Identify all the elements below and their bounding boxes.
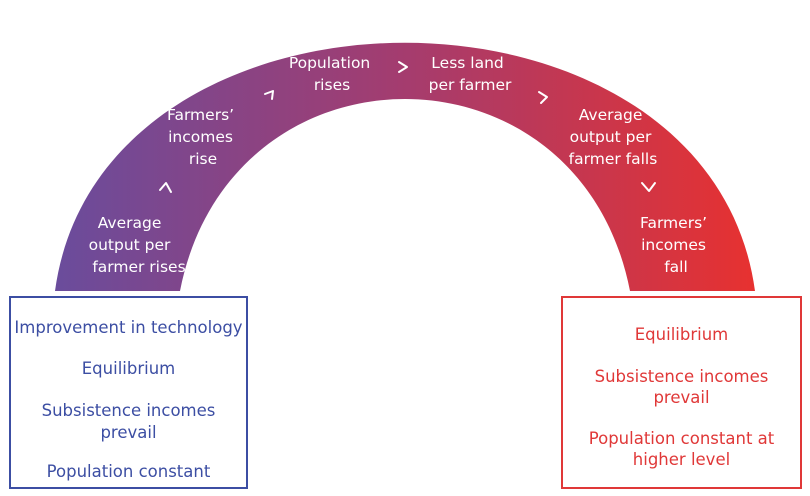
arc-label-output-falls: Average output per farmer falls (569, 106, 658, 168)
higher-level-text: higher level (632, 450, 731, 469)
arc-label-incomes-rise: Farmers’ incomes rise (167, 106, 239, 168)
population-text: Population constant at (588, 429, 775, 448)
arc-label-output-rises: Average output per farmer rises (89, 214, 186, 276)
technology-text: Improvement in technology (14, 318, 243, 337)
prevail-text: prevail (653, 388, 710, 407)
chevron-icon-2 (264, 90, 274, 100)
prevail-text: prevail (100, 423, 157, 442)
arc-label-less-land: Less land per farmer (429, 54, 512, 94)
arc-label-incomes-fall: Farmers’ incomes fall (640, 214, 712, 276)
cycle-arc (55, 42, 755, 291)
ending-state-box: Equilibrium Subsistence incomes prevail … (561, 296, 802, 489)
subsistence-text: Subsistence incomes (41, 401, 216, 420)
equilibrium-text: Equilibrium (634, 325, 729, 344)
population-text: Population constant (46, 462, 211, 481)
chevron-icon-1 (159, 182, 172, 193)
chevron-icon-3 (398, 61, 408, 73)
starting-state-box: Improvement in technology Equilibrium Su… (9, 296, 248, 489)
arc-label-population-rises: Population rises (289, 54, 375, 94)
equilibrium-text: Equilibrium (81, 359, 176, 378)
subsistence-text: Subsistence incomes (594, 367, 769, 386)
chevron-icon-5 (641, 182, 656, 192)
chevron-icon-4 (538, 91, 548, 104)
